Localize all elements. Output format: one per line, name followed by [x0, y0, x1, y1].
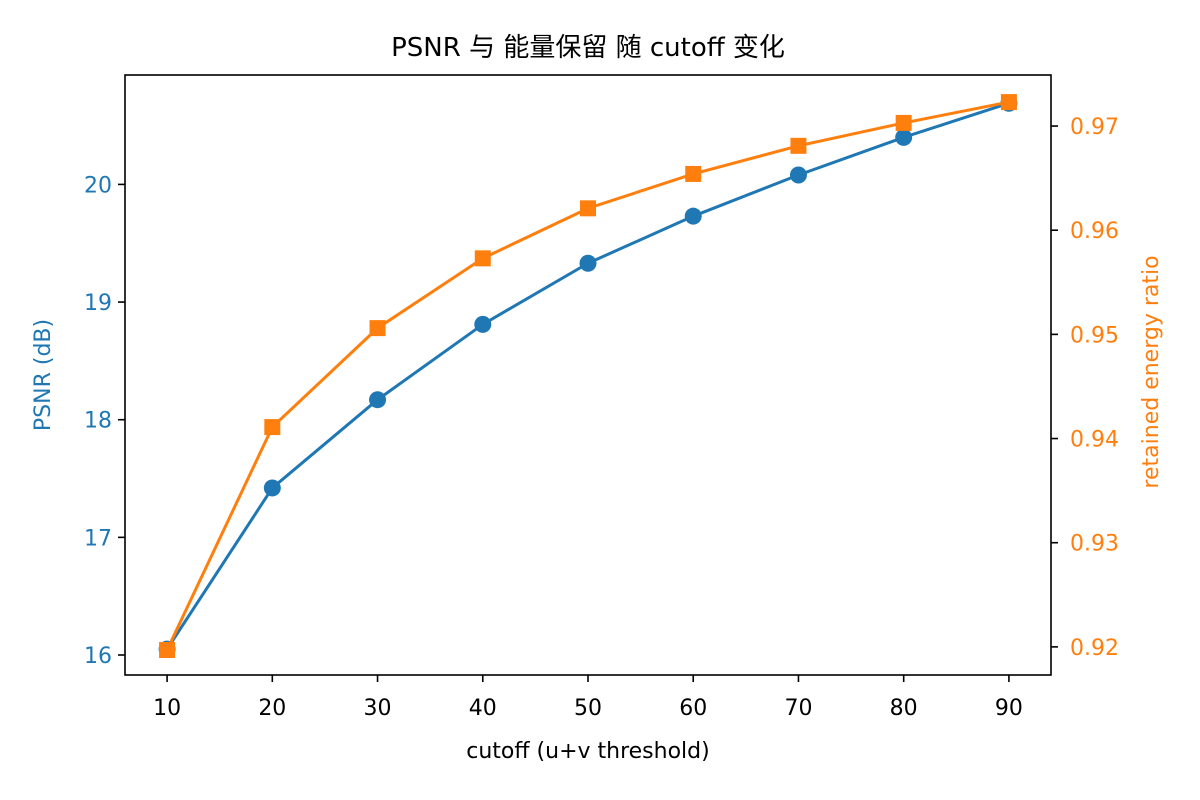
psnr-point — [895, 128, 913, 146]
psnr-series-line — [165, 101, 1011, 651]
y-right-tick-label: 0.96 — [1070, 219, 1119, 244]
energy-point — [685, 165, 702, 182]
x-tick-label: 90 — [995, 696, 1023, 721]
x-tick-label: 40 — [469, 696, 497, 721]
psnr-point — [579, 254, 597, 272]
energy-point — [580, 200, 596, 217]
x-tick-label: 20 — [258, 696, 286, 721]
y-right-tick-label: 0.92 — [1070, 636, 1119, 661]
energy-point — [369, 320, 386, 337]
energy-series-line — [165, 100, 1011, 652]
psnr-point — [474, 315, 492, 333]
psnr-point — [263, 479, 281, 497]
x-axis: 10 20 30 40 50 60 70 80 90 — [153, 675, 1023, 721]
energy-point — [159, 642, 176, 658]
plot-area-frame — [124, 74, 1052, 676]
y-right-tick-label: 0.94 — [1070, 428, 1119, 453]
y-left-tick-label: 16 — [84, 644, 112, 669]
x-tick-label: 10 — [153, 696, 181, 721]
x-tick-label: 70 — [784, 696, 812, 721]
x-tick-label: 30 — [364, 696, 392, 721]
y-left-tick-label: 17 — [84, 526, 112, 551]
energy-point — [1000, 94, 1017, 111]
y-right-tick-label: 0.97 — [1070, 115, 1119, 140]
series-layer — [158, 94, 1018, 658]
x-axis-label: cutoff (u+v threshold) — [466, 739, 709, 764]
x-tick-label: 80 — [890, 696, 918, 721]
energy-point — [474, 250, 491, 267]
psnr-point — [369, 391, 387, 409]
energy-point — [895, 114, 912, 131]
y-left-tick-label: 20 — [84, 173, 112, 198]
psnr-point — [684, 207, 702, 225]
y-right-tick-label: 0.95 — [1070, 323, 1119, 348]
chart-title: PSNR 与 能量保留 随 cutoff 变化 — [391, 33, 785, 63]
energy-point — [790, 137, 807, 154]
x-tick-label: 50 — [574, 696, 602, 721]
energy-point — [264, 419, 281, 436]
y-axis-right: 0.92 0.93 0.94 0.95 0.96 0.97 — [1051, 115, 1119, 661]
x-tick-label: 60 — [679, 696, 707, 721]
y-left-tick-label: 19 — [84, 291, 112, 316]
psnr-point — [789, 166, 807, 184]
y-axis-left: 16 17 18 19 20 — [84, 173, 125, 669]
y-right-tick-label: 0.93 — [1070, 532, 1119, 557]
y-axis-right-label: retained energy ratio — [1139, 255, 1164, 488]
y-left-tick-label: 18 — [84, 409, 112, 434]
y-axis-left-label: PSNR (dB) — [31, 319, 56, 431]
